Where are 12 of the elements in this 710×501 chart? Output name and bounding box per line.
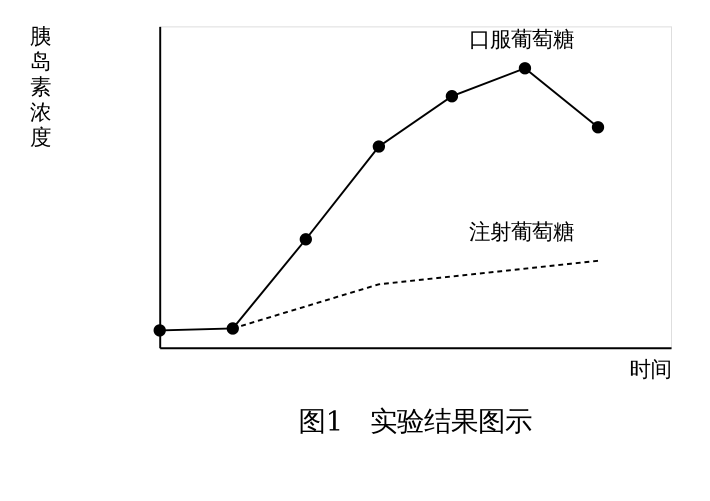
x-axis-title: 时间	[630, 357, 672, 382]
point	[226, 322, 239, 335]
point	[372, 140, 386, 153]
series-label: 口服葡萄糖	[468, 28, 574, 53]
text: 图1 实验结果图示	[298, 406, 532, 438]
series-label: 注射葡萄糖	[468, 220, 574, 246]
point	[154, 324, 166, 337]
point	[300, 233, 312, 246]
point	[518, 62, 532, 74]
y-axis-title: 胰岛素浓度	[30, 24, 52, 151]
point	[592, 121, 604, 134]
point	[446, 90, 458, 102]
